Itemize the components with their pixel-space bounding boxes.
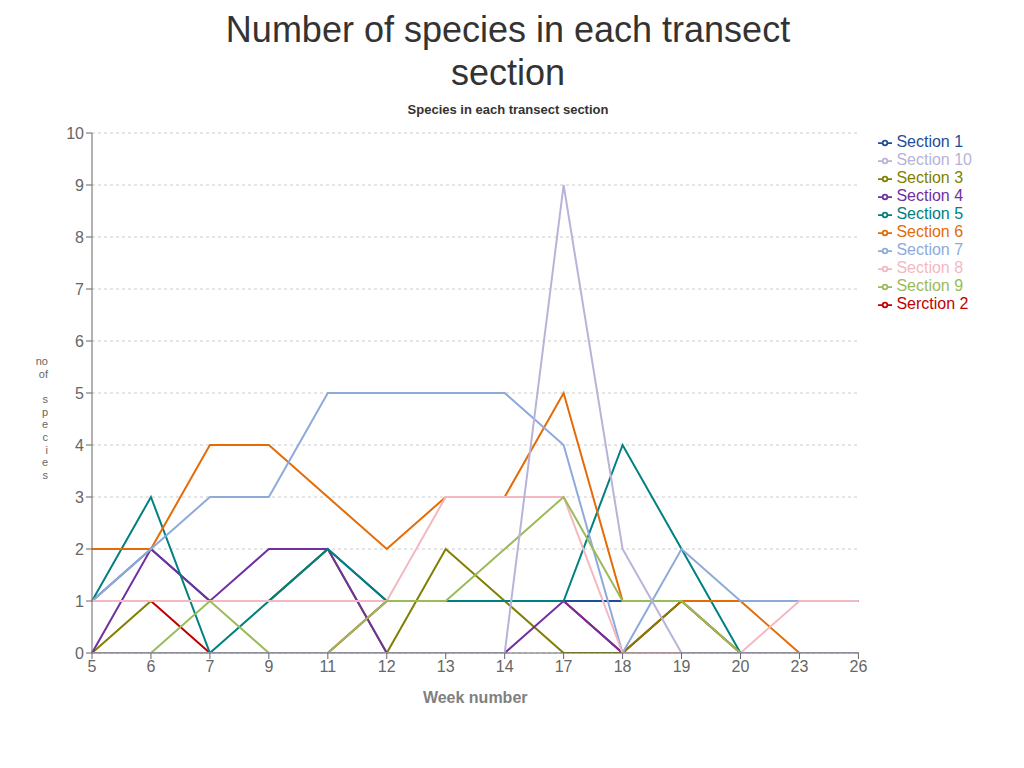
svg-text:8: 8 (75, 229, 84, 246)
svg-text:17: 17 (555, 659, 573, 676)
html-text:no of s p e c i e s: no of s p e c i e s (35, 355, 48, 481)
svg-text:0: 0 (75, 645, 84, 662)
svg-text:13: 13 (437, 659, 455, 676)
svg-text:7: 7 (75, 281, 84, 298)
svg-text:9: 9 (75, 177, 84, 194)
html-text:Section 6: Section 6 (896, 223, 964, 241)
svg-text:5: 5 (75, 385, 84, 402)
svg-text:7: 7 (205, 659, 214, 676)
svg-text:9: 9 (264, 659, 273, 676)
svg-text:23: 23 (791, 659, 809, 676)
html-text:Section 1: Section 1 (896, 133, 964, 151)
html-text:Section 5: Section 5 (896, 205, 964, 223)
svg-text:3: 3 (75, 489, 84, 506)
svg-text:6: 6 (75, 333, 84, 350)
svg-text:4: 4 (75, 437, 84, 454)
svg-text:6: 6 (147, 659, 156, 676)
svg-text:19: 19 (673, 659, 691, 676)
svg-text:11: 11 (320, 659, 337, 676)
svg-text:12: 12 (378, 659, 396, 676)
svg-text:20: 20 (732, 659, 750, 676)
html-text:Section 7: Section 7 (896, 241, 964, 259)
html-text:Section 4: Section 4 (896, 187, 964, 205)
svg-text:5: 5 (88, 659, 97, 676)
svg-text:26: 26 (849, 659, 867, 676)
html-text:Section 3: Section 3 (896, 169, 964, 187)
html-text:Species in each transect secti: Species in each transect section (407, 102, 609, 118)
svg-text:Week number: Week number (423, 689, 528, 706)
svg-text:18: 18 (614, 659, 632, 676)
html-text:Section 9: Section 9 (896, 277, 964, 295)
html-text:Section 8: Section 8 (896, 259, 964, 277)
svg-text:10: 10 (66, 125, 84, 142)
svg-text:2: 2 (75, 541, 84, 558)
svg-text:1: 1 (75, 593, 84, 610)
html-text:Section 10: Section 10 (896, 151, 972, 169)
svg-text:14: 14 (496, 659, 514, 676)
html-text:Number of species in each tran: Number of species in each transect secti… (225, 9, 791, 94)
html-text:Serction 2: Serction 2 (896, 295, 969, 313)
